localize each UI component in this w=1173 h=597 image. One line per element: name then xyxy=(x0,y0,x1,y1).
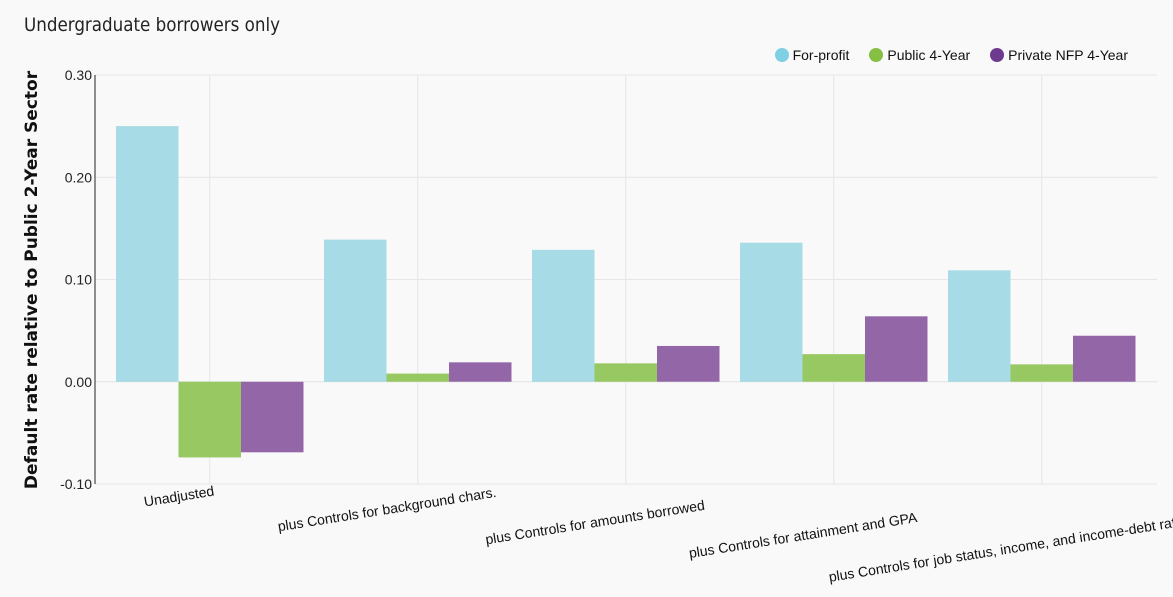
x-category-label: plus Controls for amounts borrowed xyxy=(484,497,706,547)
y-tick-label: -0.10 xyxy=(60,476,92,492)
bar-for-profit-4[interactable] xyxy=(740,242,803,382)
legend-label-for-profit: For-profit xyxy=(792,47,850,63)
legend-label-public-4-year: Public 4-Year xyxy=(887,47,971,63)
legend-item-public-4-year[interactable]: Public 4-Year xyxy=(869,47,970,63)
bar-for-profit-5[interactable] xyxy=(948,270,1011,382)
bar-private-nfp-4-year-5[interactable] xyxy=(1073,335,1136,382)
x-category-label: Unadjusted xyxy=(143,483,215,510)
bar-public-4-year-2[interactable] xyxy=(386,373,450,382)
legend-item-for-profit[interactable]: For-profit xyxy=(774,47,850,63)
bar-public-4-year-3[interactable] xyxy=(594,363,658,382)
y-tick-label: 0.30 xyxy=(65,67,92,83)
y-tick-label: 0.00 xyxy=(65,374,92,390)
bar-private-nfp-4-year-1[interactable] xyxy=(241,381,304,453)
legend-label-private-nfp-4-year: Private NFP 4-Year xyxy=(1008,47,1128,63)
bar-public-4-year-5[interactable] xyxy=(1010,364,1074,382)
bars xyxy=(116,126,1136,458)
bar-private-nfp-4-year-2[interactable] xyxy=(449,362,512,382)
bar-private-nfp-4-year-3[interactable] xyxy=(657,345,720,382)
bar-public-4-year-4[interactable] xyxy=(802,354,866,382)
bar-for-profit-2[interactable] xyxy=(324,239,387,382)
bar-public-4-year-1[interactable] xyxy=(178,381,242,458)
y-tick-label: 0.20 xyxy=(65,169,92,185)
legend-swatch-private-nfp-4-year xyxy=(990,48,1005,62)
bar-for-profit-3[interactable] xyxy=(532,249,595,382)
y-tick-label: 0.10 xyxy=(65,272,92,288)
legend-swatch-for-profit xyxy=(774,48,789,62)
x-category-label: plus Controls for attainment and GPA xyxy=(688,509,919,561)
bar-private-nfp-4-year-4[interactable] xyxy=(865,316,928,382)
legend-item-private-nfp-4-year[interactable]: Private NFP 4-Year xyxy=(990,47,1128,63)
chart-title: Undergraduate borrowers only xyxy=(24,14,281,36)
legend-swatch-public-4-year xyxy=(869,48,884,62)
bar-for-profit-1[interactable] xyxy=(116,126,179,382)
x-category-label: plus Controls for background chars. xyxy=(277,484,498,534)
legend: For-profit Public 4-Year Private NFP 4-Y… xyxy=(755,47,1128,63)
